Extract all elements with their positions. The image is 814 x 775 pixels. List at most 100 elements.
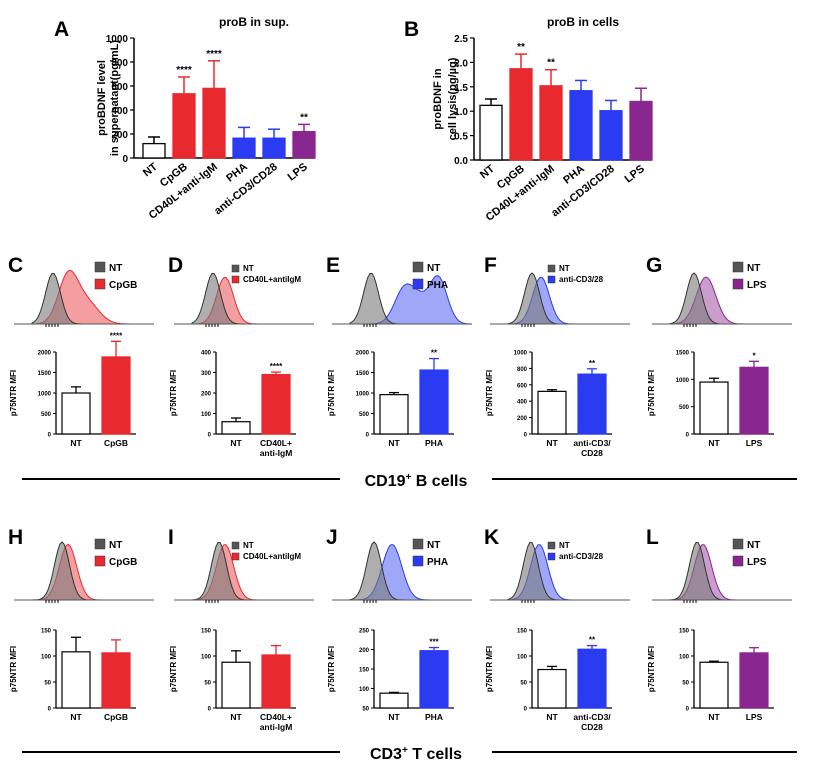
legend-swatch-nt [231, 541, 240, 550]
bar-treated [261, 373, 291, 435]
panel-l: L NT LPS 0 50 100 150 p75NTR MFI NT LPS [646, 526, 792, 722]
x-tick-label: CD28 [581, 448, 603, 458]
chart-title-a: proB in sup. [219, 15, 289, 29]
panel-label-k: K [484, 526, 499, 549]
x-tick-label: LPS [746, 438, 763, 448]
y-axis-label-line-2: cell lysis(pg/µg) [447, 57, 459, 140]
panel-label-g: G [646, 254, 662, 277]
y-tick-label: 500 [41, 412, 52, 418]
bar-anti-cd3-cd28 [262, 137, 286, 159]
bar-anti-cd3-cd28 [599, 110, 623, 161]
legend-swatch-treated [231, 552, 240, 561]
significance-label: **** [206, 49, 222, 60]
legend-swatch-nt [732, 261, 744, 273]
legend-swatch-treated [547, 275, 556, 284]
legend-label-treated: CpGB [109, 557, 137, 568]
legend-label-nt: NT [427, 263, 440, 274]
legend-label-treated: CpGB [109, 280, 137, 291]
bar-nt [221, 421, 251, 435]
bar-treated [261, 654, 291, 709]
panel-c: C NT CpGB 0 500 1000 1500 2000 p75NTR MFI NT CpGB *… [8, 254, 154, 448]
x-tick-label: NT [70, 712, 82, 722]
bar-nt [61, 651, 91, 709]
bar-nt [699, 661, 729, 709]
significance-label: *** [429, 638, 439, 647]
y-tick-label: 1500 [676, 351, 690, 357]
y-tick-label: 1000 [356, 392, 370, 398]
panel-e: E NT PHA 0 500 1000 1500 2000 p75NTR MFI NT PHA ** [326, 254, 472, 448]
legend-label-treated: anti-CD3/28 [559, 552, 604, 561]
y-tick-label: 150 [359, 668, 370, 674]
x-tick-label: NT [230, 438, 242, 448]
panel-label-j: J [326, 526, 338, 549]
legend-label-nt: NT [427, 540, 440, 551]
y-axis-label: p75NTR MFI [327, 646, 336, 692]
y-tick-label: 150 [679, 629, 690, 635]
y-tick-label: 200 [201, 392, 212, 398]
section-label-t-cells: CD3+ T cells [370, 745, 462, 763]
panel-j: J NT PHA 50 100 150 200 250 p75NTR MFI NT PHA *** [326, 526, 472, 722]
bar-nt [479, 104, 503, 161]
legend-swatch-treated [732, 555, 744, 567]
y-tick-label: 0.5 [454, 132, 468, 143]
significance-label: * [752, 351, 756, 360]
x-tick-label: NT [546, 712, 558, 722]
panel-d: D NT CD40L+antiIgM 0 100 200 300 400 p75NTR MFI N… [168, 254, 314, 458]
bar-cd40l-anti-igm [539, 85, 563, 161]
legend-swatch-treated [94, 278, 106, 290]
x-tick-label: NT [230, 712, 242, 722]
y-tick-label: 50 [204, 681, 211, 687]
panel-label-a: A [54, 18, 69, 41]
chart-title-b: proB in cells [547, 15, 619, 29]
significance-label: **** [176, 65, 192, 76]
y-tick-label: 1000 [38, 392, 52, 398]
y-tick-label: 100 [517, 655, 528, 661]
bar-pha [569, 90, 593, 161]
y-tick-label: 100 [41, 655, 52, 661]
y-tick-label: 0 [686, 433, 690, 439]
y-tick-label: 600 [517, 383, 528, 389]
panel-label-l: L [646, 526, 659, 549]
y-axis-label-line-1: proBDNF in [432, 68, 444, 129]
legend-label-nt: NT [747, 540, 760, 551]
x-tick-label: NT [141, 161, 160, 180]
significance-label: ** [589, 359, 596, 368]
x-tick-label: CD28 [581, 722, 603, 732]
bar-cpgb [172, 93, 196, 159]
legend-label-treated: anti-CD3/28 [559, 275, 604, 284]
y-axis-label: p75NTR MFI [169, 370, 178, 416]
y-tick-label: 400 [201, 351, 212, 357]
x-tick-label: anti-CD3/ [573, 712, 611, 722]
x-tick-label: LPS [746, 712, 763, 722]
panel-f: F NT anti-CD3/28 0 200 400 600 800 1000 p75NTR MF… [484, 254, 630, 458]
y-tick-label: 1000 [676, 378, 690, 384]
y-tick-label: 0 [366, 433, 370, 439]
y-axis-label: p75NTR MFI [9, 646, 18, 692]
x-tick-label: CpGB [104, 438, 128, 448]
legend-label-treated: PHA [427, 280, 448, 291]
y-tick-label: 1.5 [454, 83, 468, 94]
legend-swatch-treated [412, 555, 424, 567]
panel-i: I NT CD40L+antiIgM 0 50 100 150 p75NTR MFI NT CD4… [168, 526, 314, 732]
y-tick-label: 1000 [106, 34, 129, 45]
y-tick-label: 150 [201, 629, 212, 635]
x-tick-label: anti-IgM [260, 722, 293, 732]
bar-nt [379, 692, 409, 709]
y-tick-label: 100 [679, 655, 690, 661]
significance-label: **** [110, 331, 123, 340]
y-tick-label: 50 [44, 681, 51, 687]
y-tick-label: 1000 [514, 351, 528, 357]
y-tick-label: 0 [122, 154, 128, 165]
legend-swatch-treated [732, 278, 744, 290]
y-axis-label: p75NTR MFI [485, 370, 494, 416]
x-tick-label: NT [70, 438, 82, 448]
x-tick-label: NT [388, 438, 400, 448]
panel-k: K NT anti-CD3/28 0 50 100 150 p75NTR MFI NT anti-… [484, 526, 630, 732]
panel-g: G NT LPS 0 500 1000 1500 p75NTR MFI NT LPS * [646, 254, 792, 448]
panel-label-c: C [8, 254, 23, 277]
significance-label: ** [589, 636, 596, 645]
legend-swatch-treated [547, 552, 556, 561]
y-tick-label: 0.0 [454, 156, 468, 167]
